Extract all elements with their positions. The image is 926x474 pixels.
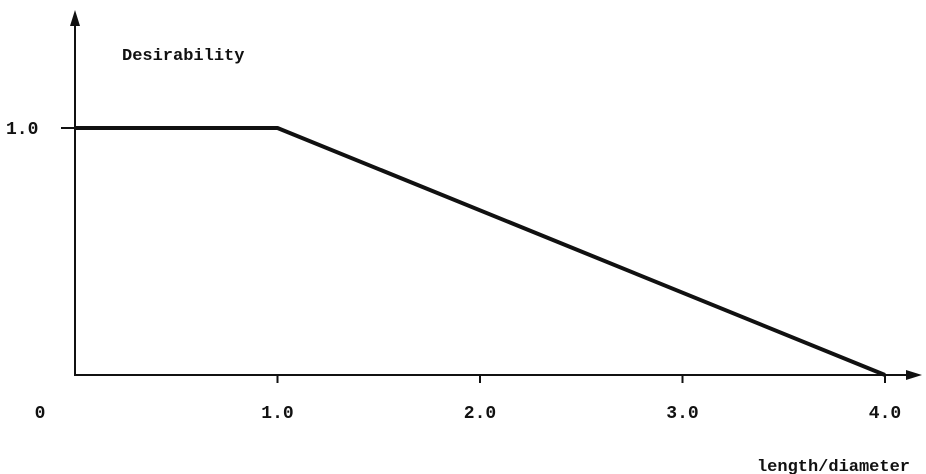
series-layer [74, 126, 886, 377]
x-tick-label: 1.0 [261, 404, 293, 424]
x-tick-label: 4.0 [869, 404, 901, 424]
x-tick-label: 2.0 [464, 404, 496, 424]
y-axis-arrowhead [70, 10, 80, 26]
x-axis-arrowhead [906, 370, 922, 380]
x-tick-label: 0 [35, 404, 46, 424]
y-ticks-group: 1.0 [6, 120, 75, 140]
x-tick-label: 3.0 [666, 404, 698, 424]
y-axis-label: Desirability [122, 47, 244, 66]
desirability-series-line [75, 126, 886, 377]
y-tick-label: 1.0 [6, 120, 38, 140]
x-axis-label: length/diameter [757, 458, 910, 474]
x-ticks-group: 0 1.0 2.0 3.0 4.0 [35, 375, 901, 424]
